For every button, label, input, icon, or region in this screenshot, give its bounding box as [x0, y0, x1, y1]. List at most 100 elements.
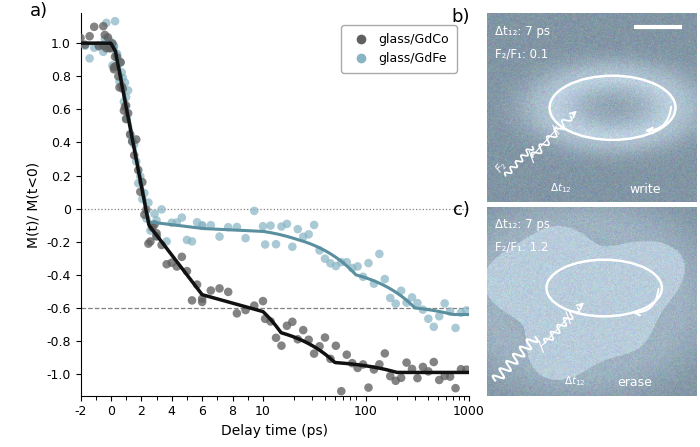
Point [368, 366, 379, 373]
Point [166, 219, 177, 226]
Point [105, 45, 116, 52]
Point [231, 224, 242, 231]
Point [139, 211, 150, 218]
Point [102, 38, 113, 45]
Point [330, 342, 342, 349]
Point [129, 141, 140, 148]
Point [325, 355, 336, 363]
Point [270, 334, 281, 342]
Point [127, 138, 138, 145]
Point [133, 180, 144, 187]
Point [319, 334, 330, 341]
Text: c): c) [453, 201, 470, 219]
Point [108, 43, 120, 51]
Point [258, 298, 269, 305]
Point [112, 54, 123, 61]
Point [125, 131, 136, 138]
Point [428, 358, 440, 366]
Text: b): b) [452, 8, 470, 26]
Point [151, 230, 162, 237]
Point [122, 87, 134, 94]
Point [260, 315, 271, 322]
Text: $\Delta t_{12}$: $\Delta t_{12}$ [564, 374, 586, 388]
Point [374, 250, 385, 257]
Text: $\Delta t_{12}$: $\Delta t_{12}$ [550, 181, 571, 194]
Point [197, 222, 208, 229]
Point [336, 258, 347, 266]
Point [149, 210, 160, 217]
Point [379, 350, 391, 357]
Point [390, 300, 401, 307]
Point [161, 261, 172, 268]
Point [292, 336, 303, 343]
Point [205, 222, 216, 229]
Y-axis label: M(t)/ M(t<0): M(t)/ M(t<0) [27, 161, 41, 248]
Point [385, 295, 396, 302]
Text: $F_2$: $F_2$ [492, 158, 510, 176]
Point [113, 60, 124, 67]
Point [197, 222, 208, 229]
Point [390, 377, 401, 384]
Point [107, 62, 118, 69]
Point [439, 372, 450, 380]
Point [120, 93, 132, 101]
Point [93, 42, 104, 49]
Point [131, 136, 142, 143]
Point [125, 131, 136, 139]
Point [325, 260, 336, 267]
Point [80, 42, 91, 49]
Point [412, 299, 423, 307]
Point [352, 263, 363, 270]
Point [129, 152, 140, 159]
Point [309, 221, 320, 228]
Text: F₂/F₁: 1.2: F₂/F₁: 1.2 [495, 241, 548, 254]
Point [240, 235, 251, 242]
Point [417, 363, 428, 371]
Point [358, 361, 369, 368]
Point [143, 199, 154, 206]
Point [407, 365, 418, 372]
Point [260, 241, 271, 248]
Point [192, 219, 203, 226]
Point [352, 364, 363, 371]
Point [281, 322, 293, 329]
Point [439, 300, 450, 307]
Point [115, 59, 126, 66]
Point [287, 318, 298, 325]
Point [309, 350, 320, 357]
Point [93, 43, 104, 51]
X-axis label: Delay time (ps): Delay time (ps) [221, 424, 328, 438]
Point [133, 166, 144, 173]
Point [134, 173, 146, 180]
Point [99, 35, 111, 42]
Point [450, 325, 461, 332]
Point [101, 19, 112, 26]
Text: F₂/F₁: 0.1: F₂/F₁: 0.1 [495, 47, 548, 60]
Point [336, 388, 347, 395]
Point [385, 373, 396, 380]
Point [151, 232, 162, 240]
Point [84, 33, 95, 40]
Point [248, 207, 260, 215]
Point [433, 313, 444, 320]
Point [139, 190, 150, 197]
Point [197, 295, 208, 302]
Point [141, 215, 152, 222]
Text: a): a) [30, 2, 48, 20]
Point [423, 368, 434, 375]
Point [303, 336, 314, 343]
Point [298, 327, 309, 334]
Point [423, 315, 434, 322]
Point [270, 240, 281, 248]
Point [131, 158, 142, 165]
Point [108, 63, 120, 71]
Point [107, 40, 118, 47]
Point [117, 85, 128, 93]
Point [151, 217, 162, 224]
Point [136, 178, 148, 186]
Point [176, 253, 188, 261]
Point [205, 287, 216, 294]
Point [120, 115, 132, 122]
Point [374, 361, 385, 368]
Point [120, 115, 132, 122]
